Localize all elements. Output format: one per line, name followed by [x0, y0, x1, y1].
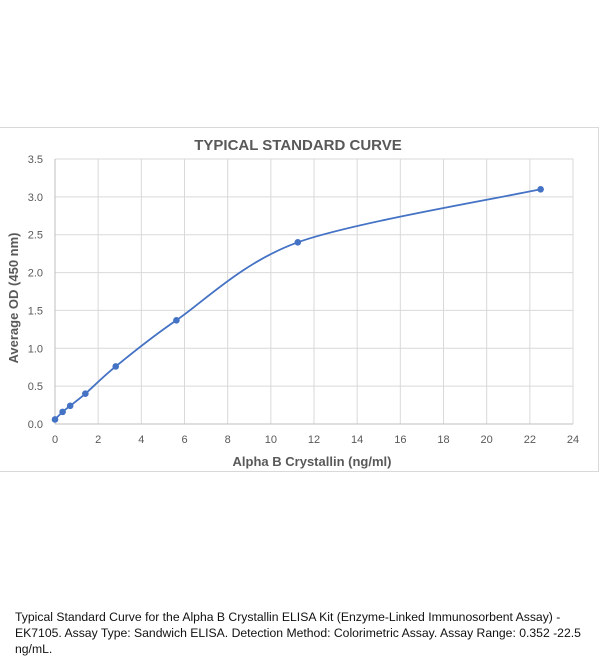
x-tick-label: 16 — [394, 434, 406, 446]
data-point — [59, 408, 66, 416]
x-tick-label: 0 — [52, 434, 58, 446]
data-point — [51, 416, 59, 423]
y-tick-label: 3.0 — [28, 192, 43, 204]
x-tick-label: 24 — [567, 434, 579, 446]
y-tick-label: 1.0 — [28, 343, 43, 355]
x-tick-label: 2 — [95, 434, 101, 446]
y-tick-label: 2.0 — [28, 268, 43, 280]
y-tick-label: 0.5 — [28, 381, 43, 393]
curve-line — [54, 188, 541, 421]
gridlines — [55, 158, 574, 424]
data-point — [537, 185, 544, 193]
standard-curve-chart: TYPICAL STANDARD CURVE 0.0 0.5 1.0 1.5 2.0 2.… — [6, 137, 579, 469]
data-point — [82, 390, 89, 398]
x-tick-label: 14 — [351, 434, 363, 446]
x-tick-label: 4 — [138, 434, 144, 446]
series-line — [54, 188, 541, 421]
axes — [54, 159, 573, 425]
x-tick-label: 22 — [524, 434, 536, 446]
chart-title: TYPICAL STANDARD CURVE — [194, 137, 402, 154]
y-tick-label: 2.5 — [28, 230, 43, 242]
x-axis-title: Alpha B Crystallin (ng/ml) — [233, 454, 392, 469]
y-tick-label: 3.5 — [28, 154, 43, 166]
data-point — [112, 363, 120, 370]
y-tick-label: 0.0 — [28, 419, 43, 431]
figure-caption: Typical Standard Curve for the Alpha B C… — [15, 610, 581, 656]
data-point — [294, 238, 302, 246]
x-tick-label: 18 — [437, 434, 449, 446]
x-tick-label: 10 — [265, 434, 277, 446]
x-tick-label: 20 — [481, 434, 493, 446]
data-point — [173, 316, 180, 324]
data-points — [51, 185, 544, 423]
tick-labels: 0.00.51.01.52.02.53.03.50 2 4 6 8 10 12 14 16 18 2… — [28, 154, 579, 446]
x-tick-label: 6 — [181, 434, 187, 446]
y-axis-title: Average OD (450 nm) — [6, 232, 21, 363]
data-point — [66, 402, 74, 410]
y-tick-label: 1.5 — [28, 305, 43, 317]
x-tick-label: 8 — [225, 434, 231, 446]
chart-frame: TYPICAL STANDARD CURVE 0.0 0.5 1.0 1.5 2.0 2.… — [0, 127, 599, 472]
x-tick-label: 12 — [308, 434, 320, 446]
